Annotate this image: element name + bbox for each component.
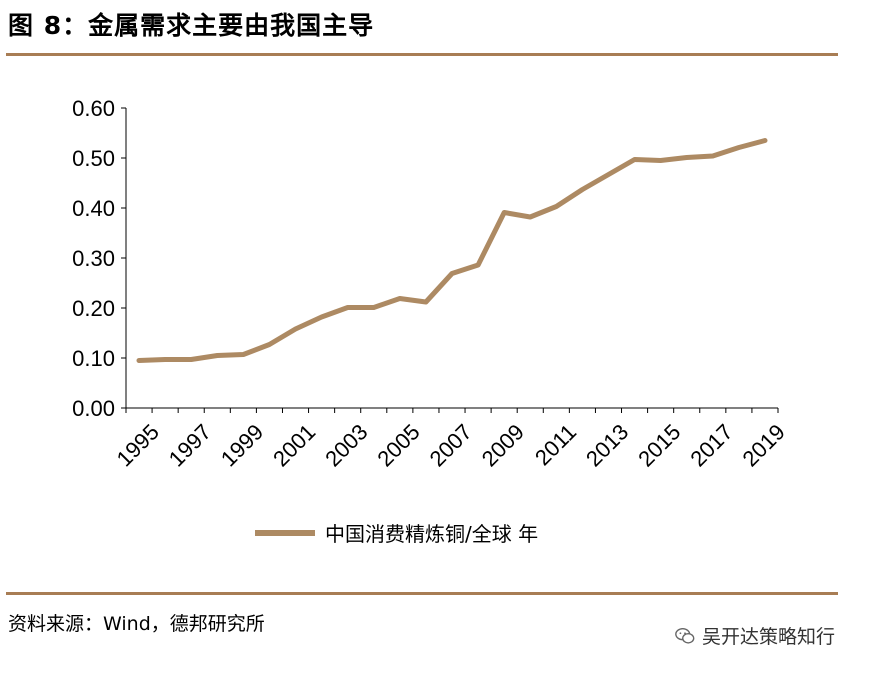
x-tick-label: 2011 [530,419,581,470]
x-tick-label: 2001 [268,419,320,471]
x-tick-label: 2007 [425,419,477,471]
legend-label: 中国消费精炼铜/全球 年 [325,522,538,546]
x-tick-labels: 1995 1997 1999 2001 2003 2005 2007 2009 2011 2013… [112,419,790,471]
x-tick-label: 2003 [320,419,372,471]
y-tick-label: 0.00 [72,396,115,421]
x-tick-label: 1995 [112,419,164,471]
series-line [136,138,768,363]
bottom-divider [6,592,838,595]
y-tick-label: 0.30 [72,246,115,271]
y-tick-label: 0.40 [72,196,115,221]
source-note: 资料来源：Wind，德邦研究所 [8,613,265,635]
top-divider [6,53,838,56]
watermark-text: 吴开达策略知行 [702,626,836,648]
x-tick-label: 2005 [372,419,424,471]
y-tick-label: 0.20 [72,296,115,321]
x-tick-label: 2015 [633,419,685,471]
x-tick-label: 2013 [581,419,633,471]
series-group [136,138,768,363]
y-tick-label: 0.60 [72,96,115,121]
chart-axes [121,107,779,413]
y-tick-label: 0.50 [72,146,115,171]
x-tick-label: 2017 [685,419,737,471]
legend: 中国消费精炼铜/全球 年 [255,522,538,546]
line-chart: 0.00 0.10 0.20 0.30 0.40 0.50 0.60 1995 1997 199… [72,96,790,546]
x-tick-label: 1999 [216,419,268,471]
page-title: 图 8：金属需求主要由我国主导 [8,11,375,40]
y-tick-label: 0.10 [72,346,115,371]
wechat-icon [675,627,695,644]
x-tick-label: 2019 [738,419,790,471]
x-tick-label: 2009 [477,419,529,471]
y-tick-labels: 0.00 0.10 0.20 0.30 0.40 0.50 0.60 [72,96,115,421]
watermark: 吴开达策略知行 [674,622,835,649]
x-tick-label: 1997 [164,419,216,471]
